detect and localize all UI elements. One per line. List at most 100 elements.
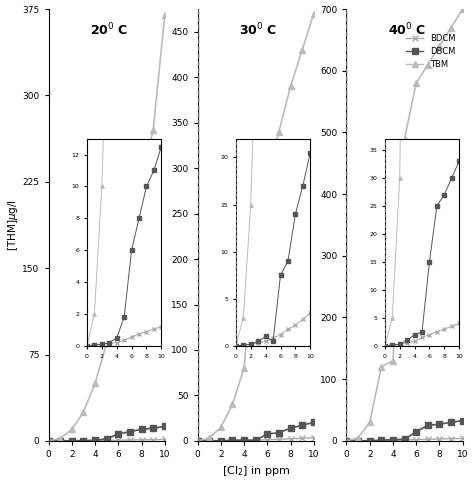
TBM: [448, 25, 454, 30]
TBM: [288, 83, 293, 89]
Line: TBM: TBM: [344, 6, 465, 444]
BDCM: [104, 438, 109, 443]
Line: DBCM: DBCM: [344, 418, 465, 444]
TBM: [299, 47, 305, 53]
Line: TBM: TBM: [195, 11, 317, 444]
TBM: [264, 174, 270, 180]
BDCM: [460, 436, 465, 441]
BDCM: [150, 437, 156, 442]
DBCM: [218, 438, 224, 443]
BDCM: [46, 438, 52, 444]
TBM: [206, 435, 212, 441]
DBCM: [195, 438, 201, 444]
TBM: [69, 426, 75, 432]
BDCM: [116, 438, 121, 443]
BDCM: [413, 437, 419, 442]
BDCM: [92, 438, 98, 443]
DBCM: [437, 421, 442, 427]
TBM: [460, 6, 465, 12]
BDCM: [448, 436, 454, 441]
DBCM: [206, 438, 212, 444]
TBM: [127, 231, 133, 237]
Y-axis label: [THM]$\mu$g/l: [THM]$\mu$g/l: [6, 199, 19, 251]
DBCM: [299, 423, 305, 428]
Text: 20$^0$ C: 20$^0$ C: [90, 22, 128, 39]
TBM: [46, 438, 52, 444]
Text: 40$^0$ C: 40$^0$ C: [388, 22, 426, 39]
BDCM: [299, 436, 305, 441]
BDCM: [162, 437, 168, 442]
Line: BDCM: BDCM: [46, 437, 168, 444]
TBM: [162, 12, 168, 18]
BDCM: [437, 436, 442, 442]
DBCM: [367, 438, 373, 443]
DBCM: [92, 438, 98, 443]
BDCM: [253, 437, 258, 443]
Line: TBM: TBM: [46, 12, 168, 444]
DBCM: [425, 423, 431, 428]
DBCM: [162, 424, 168, 429]
DBCM: [81, 438, 86, 443]
BDCM: [367, 438, 373, 444]
Line: DBCM: DBCM: [46, 424, 168, 444]
Legend: BDCM, DBCM, TBM: BDCM, DBCM, TBM: [403, 30, 458, 73]
TBM: [57, 436, 63, 441]
BDCM: [344, 438, 349, 444]
TBM: [355, 435, 361, 440]
DBCM: [355, 438, 361, 444]
TBM: [241, 365, 247, 371]
TBM: [276, 129, 282, 135]
DBCM: [229, 438, 235, 443]
DBCM: [264, 431, 270, 437]
BDCM: [139, 437, 145, 443]
TBM: [218, 424, 224, 430]
TBM: [402, 136, 408, 141]
BDCM: [69, 438, 75, 444]
TBM: [379, 364, 384, 370]
BDCM: [229, 438, 235, 443]
DBCM: [311, 419, 317, 425]
DBCM: [390, 437, 396, 442]
DBCM: [413, 429, 419, 435]
TBM: [367, 420, 373, 425]
DBCM: [253, 438, 258, 443]
DBCM: [276, 430, 282, 436]
TBM: [311, 11, 317, 16]
TBM: [81, 409, 86, 415]
Line: BDCM: BDCM: [195, 435, 317, 444]
Text: 30$^0$ C: 30$^0$ C: [239, 22, 277, 39]
DBCM: [46, 438, 52, 444]
BDCM: [218, 438, 224, 443]
DBCM: [379, 438, 384, 443]
DBCM: [448, 420, 454, 425]
BDCM: [264, 437, 270, 443]
TBM: [413, 80, 419, 86]
TBM: [253, 229, 258, 235]
TBM: [437, 43, 442, 49]
TBM: [344, 438, 349, 444]
DBCM: [402, 437, 408, 442]
Line: DBCM: DBCM: [195, 420, 317, 444]
BDCM: [127, 437, 133, 443]
DBCM: [127, 429, 133, 435]
BDCM: [206, 438, 212, 444]
DBCM: [139, 426, 145, 432]
DBCM: [104, 436, 109, 442]
TBM: [116, 288, 121, 294]
TBM: [229, 402, 235, 408]
TBM: [139, 173, 145, 179]
BDCM: [81, 438, 86, 444]
TBM: [104, 340, 109, 346]
BDCM: [195, 438, 201, 444]
DBCM: [460, 418, 465, 424]
TBM: [195, 438, 201, 444]
TBM: [390, 358, 396, 363]
BDCM: [402, 437, 408, 443]
DBCM: [57, 438, 63, 444]
BDCM: [425, 437, 431, 442]
Line: BDCM: BDCM: [344, 436, 465, 444]
BDCM: [57, 438, 63, 444]
X-axis label: [Cl$_2$] in ppm: [Cl$_2$] in ppm: [221, 465, 290, 479]
BDCM: [288, 436, 293, 442]
TBM: [92, 380, 98, 386]
